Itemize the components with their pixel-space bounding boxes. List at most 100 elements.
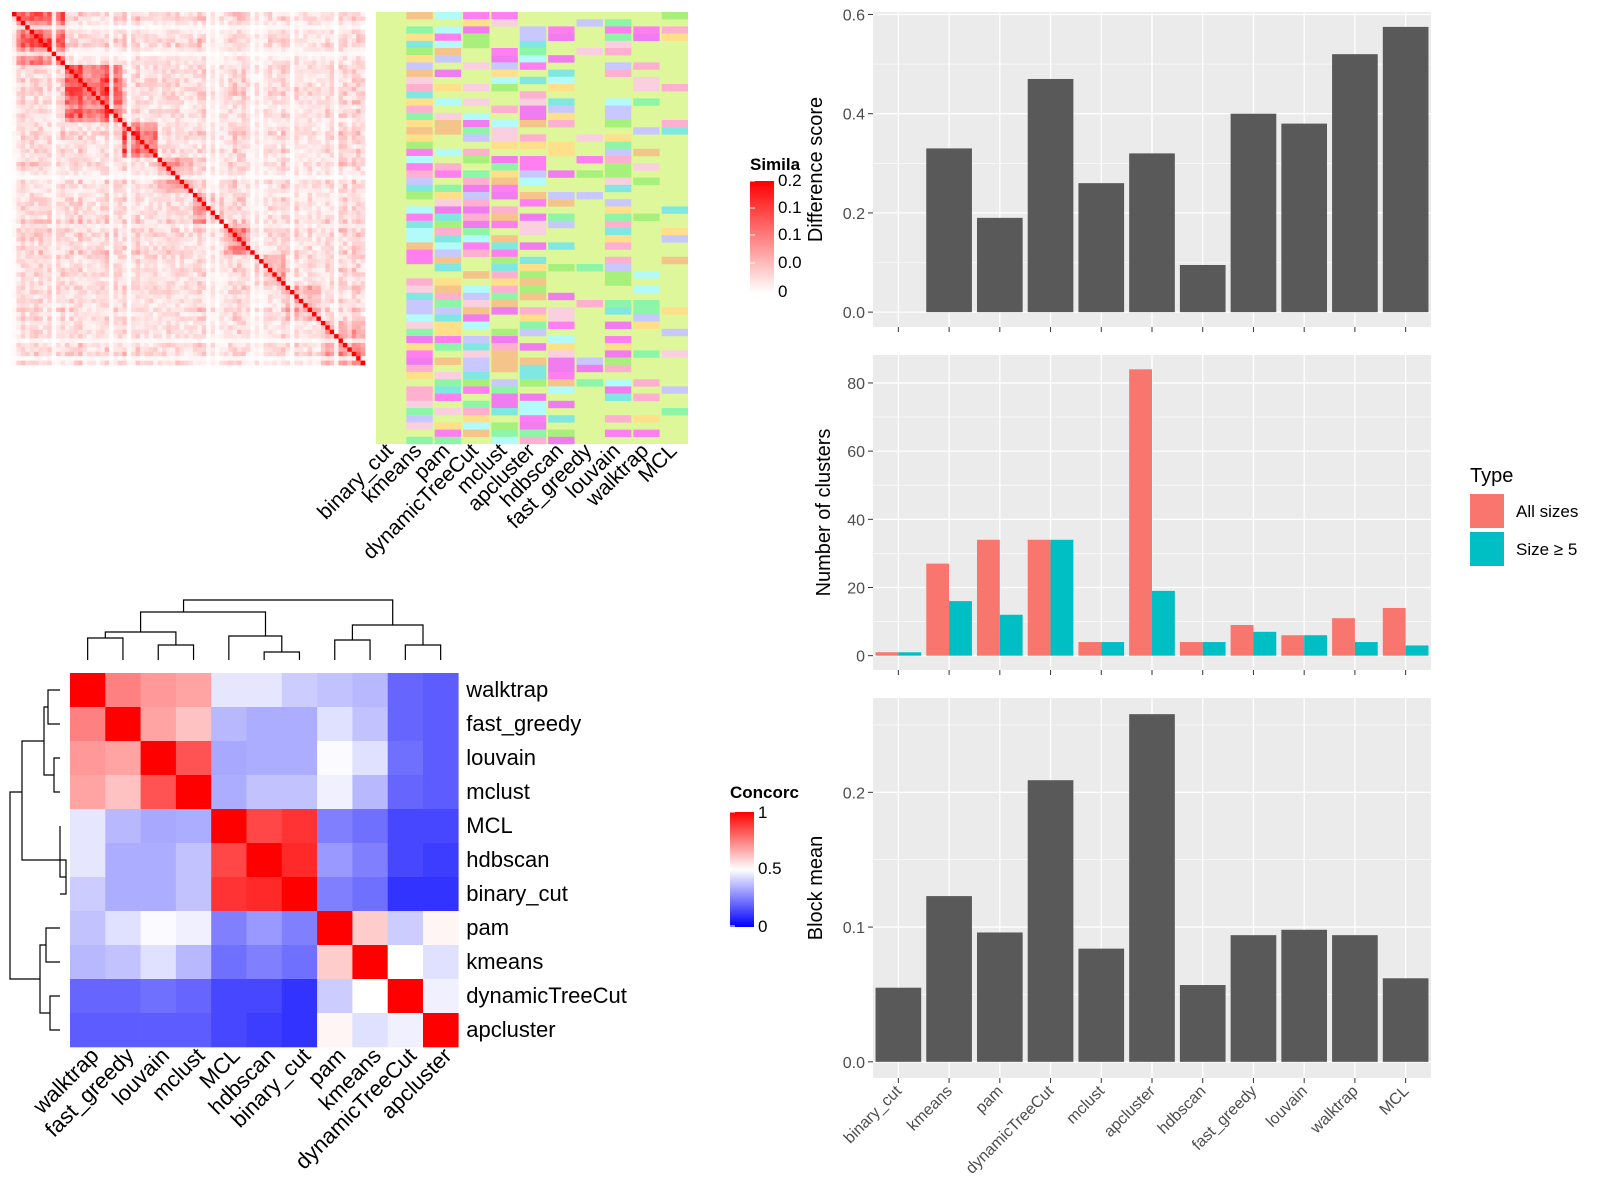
similarity-cell	[139, 241, 145, 247]
similarity-cell	[16, 20, 22, 26]
similarity-cell	[109, 232, 114, 238]
similarity-cell	[109, 82, 114, 88]
similarity-cell	[250, 157, 255, 163]
similarity-cell	[360, 25, 366, 30]
similarity-cell	[289, 113, 295, 119]
similarity-cell	[285, 232, 291, 238]
similarity-cell	[214, 192, 220, 198]
similarity-cell	[135, 237, 141, 242]
similarity-cell	[51, 113, 57, 119]
similarity-cell	[267, 131, 273, 136]
similarity-cell	[219, 272, 225, 278]
similarity-cell	[139, 139, 145, 145]
similarity-cell	[276, 250, 282, 255]
similarity-cell	[162, 263, 167, 269]
similarity-cell	[82, 157, 88, 163]
similarity-cell	[241, 228, 247, 233]
similarity-cell	[144, 60, 150, 66]
similarity-cell	[166, 188, 172, 194]
similarity-cell	[245, 139, 251, 145]
similarity-cell	[329, 100, 335, 105]
similarity-cell	[91, 192, 97, 198]
similarity-cell	[316, 104, 322, 110]
similarity-cell	[100, 47, 105, 53]
similarity-cell	[223, 91, 229, 97]
similarity-cell	[104, 201, 110, 207]
similarity-cell	[117, 100, 123, 105]
similarity-cell	[113, 254, 119, 260]
similarity-cell	[153, 175, 158, 180]
similarity-cell	[38, 144, 44, 150]
similarity-cell	[356, 38, 361, 44]
similarity-cell	[153, 272, 158, 278]
similarity-cell	[241, 162, 247, 167]
similarity-cell	[347, 259, 353, 264]
similarity-cell	[206, 254, 211, 260]
similarity-cell	[175, 47, 180, 53]
similarity-cell	[360, 263, 366, 269]
similarity-cell	[34, 241, 39, 247]
similarity-cell	[131, 192, 136, 198]
similarity-cell	[153, 179, 158, 185]
similarity-cell	[56, 38, 61, 44]
similarity-cell	[351, 214, 357, 220]
similarity-cell	[73, 162, 79, 167]
similarity-cell	[131, 263, 136, 269]
similarity-cell	[241, 126, 247, 132]
similarity-cell	[38, 197, 44, 203]
similarity-cell	[162, 25, 167, 30]
similarity-cell	[166, 153, 172, 158]
similarity-cell	[228, 201, 233, 207]
similarity-cell	[325, 228, 330, 233]
similarity-cell	[12, 42, 17, 48]
similarity-cell	[342, 170, 348, 176]
similarity-cell	[73, 131, 79, 136]
similarity-cell	[139, 285, 145, 291]
similarity-cell	[267, 188, 273, 194]
similarity-cell	[254, 237, 260, 242]
similarity-cell	[351, 232, 357, 238]
similarity-cell	[360, 276, 366, 282]
similarity-cell	[179, 16, 185, 22]
similarity-cell	[47, 64, 53, 70]
similarity-cell	[144, 214, 150, 220]
similarity-cell	[206, 210, 211, 216]
similarity-cell	[144, 254, 150, 260]
similarity-cell	[298, 34, 304, 39]
similarity-cell	[351, 135, 357, 141]
similarity-cell	[69, 131, 75, 136]
similarity-cell	[73, 245, 79, 251]
similarity-cell	[162, 241, 167, 247]
similarity-cell	[338, 214, 344, 220]
similarity-cell	[51, 263, 57, 269]
similarity-cell	[126, 47, 132, 53]
similarity-cell	[320, 245, 326, 251]
similarity-cell	[188, 219, 194, 225]
similarity-cell	[100, 263, 105, 269]
similarity-cell	[360, 117, 366, 123]
similarity-cell	[303, 184, 308, 189]
similarity-cell	[192, 228, 198, 233]
similarity-cell	[109, 175, 114, 180]
similarity-cell	[267, 241, 273, 247]
similarity-cell	[351, 148, 357, 154]
similarity-cell	[87, 175, 92, 180]
similarity-cell	[139, 166, 145, 172]
similarity-cell	[347, 20, 353, 26]
similarity-cell	[232, 219, 238, 225]
similarity-cell	[342, 144, 348, 150]
similarity-cell	[64, 113, 70, 119]
similarity-cell	[351, 175, 357, 180]
similarity-cell	[38, 91, 44, 97]
similarity-cell	[162, 281, 167, 286]
similarity-cell	[320, 42, 326, 48]
similarity-cell	[170, 157, 176, 163]
similarity-cell	[78, 197, 83, 203]
similarity-cell	[201, 12, 207, 17]
similarity-cell	[303, 245, 308, 251]
similarity-cell	[329, 263, 335, 269]
similarity-cell	[289, 20, 295, 26]
similarity-cell	[69, 42, 75, 48]
similarity-cell	[47, 51, 53, 57]
similarity-cell	[259, 148, 264, 154]
